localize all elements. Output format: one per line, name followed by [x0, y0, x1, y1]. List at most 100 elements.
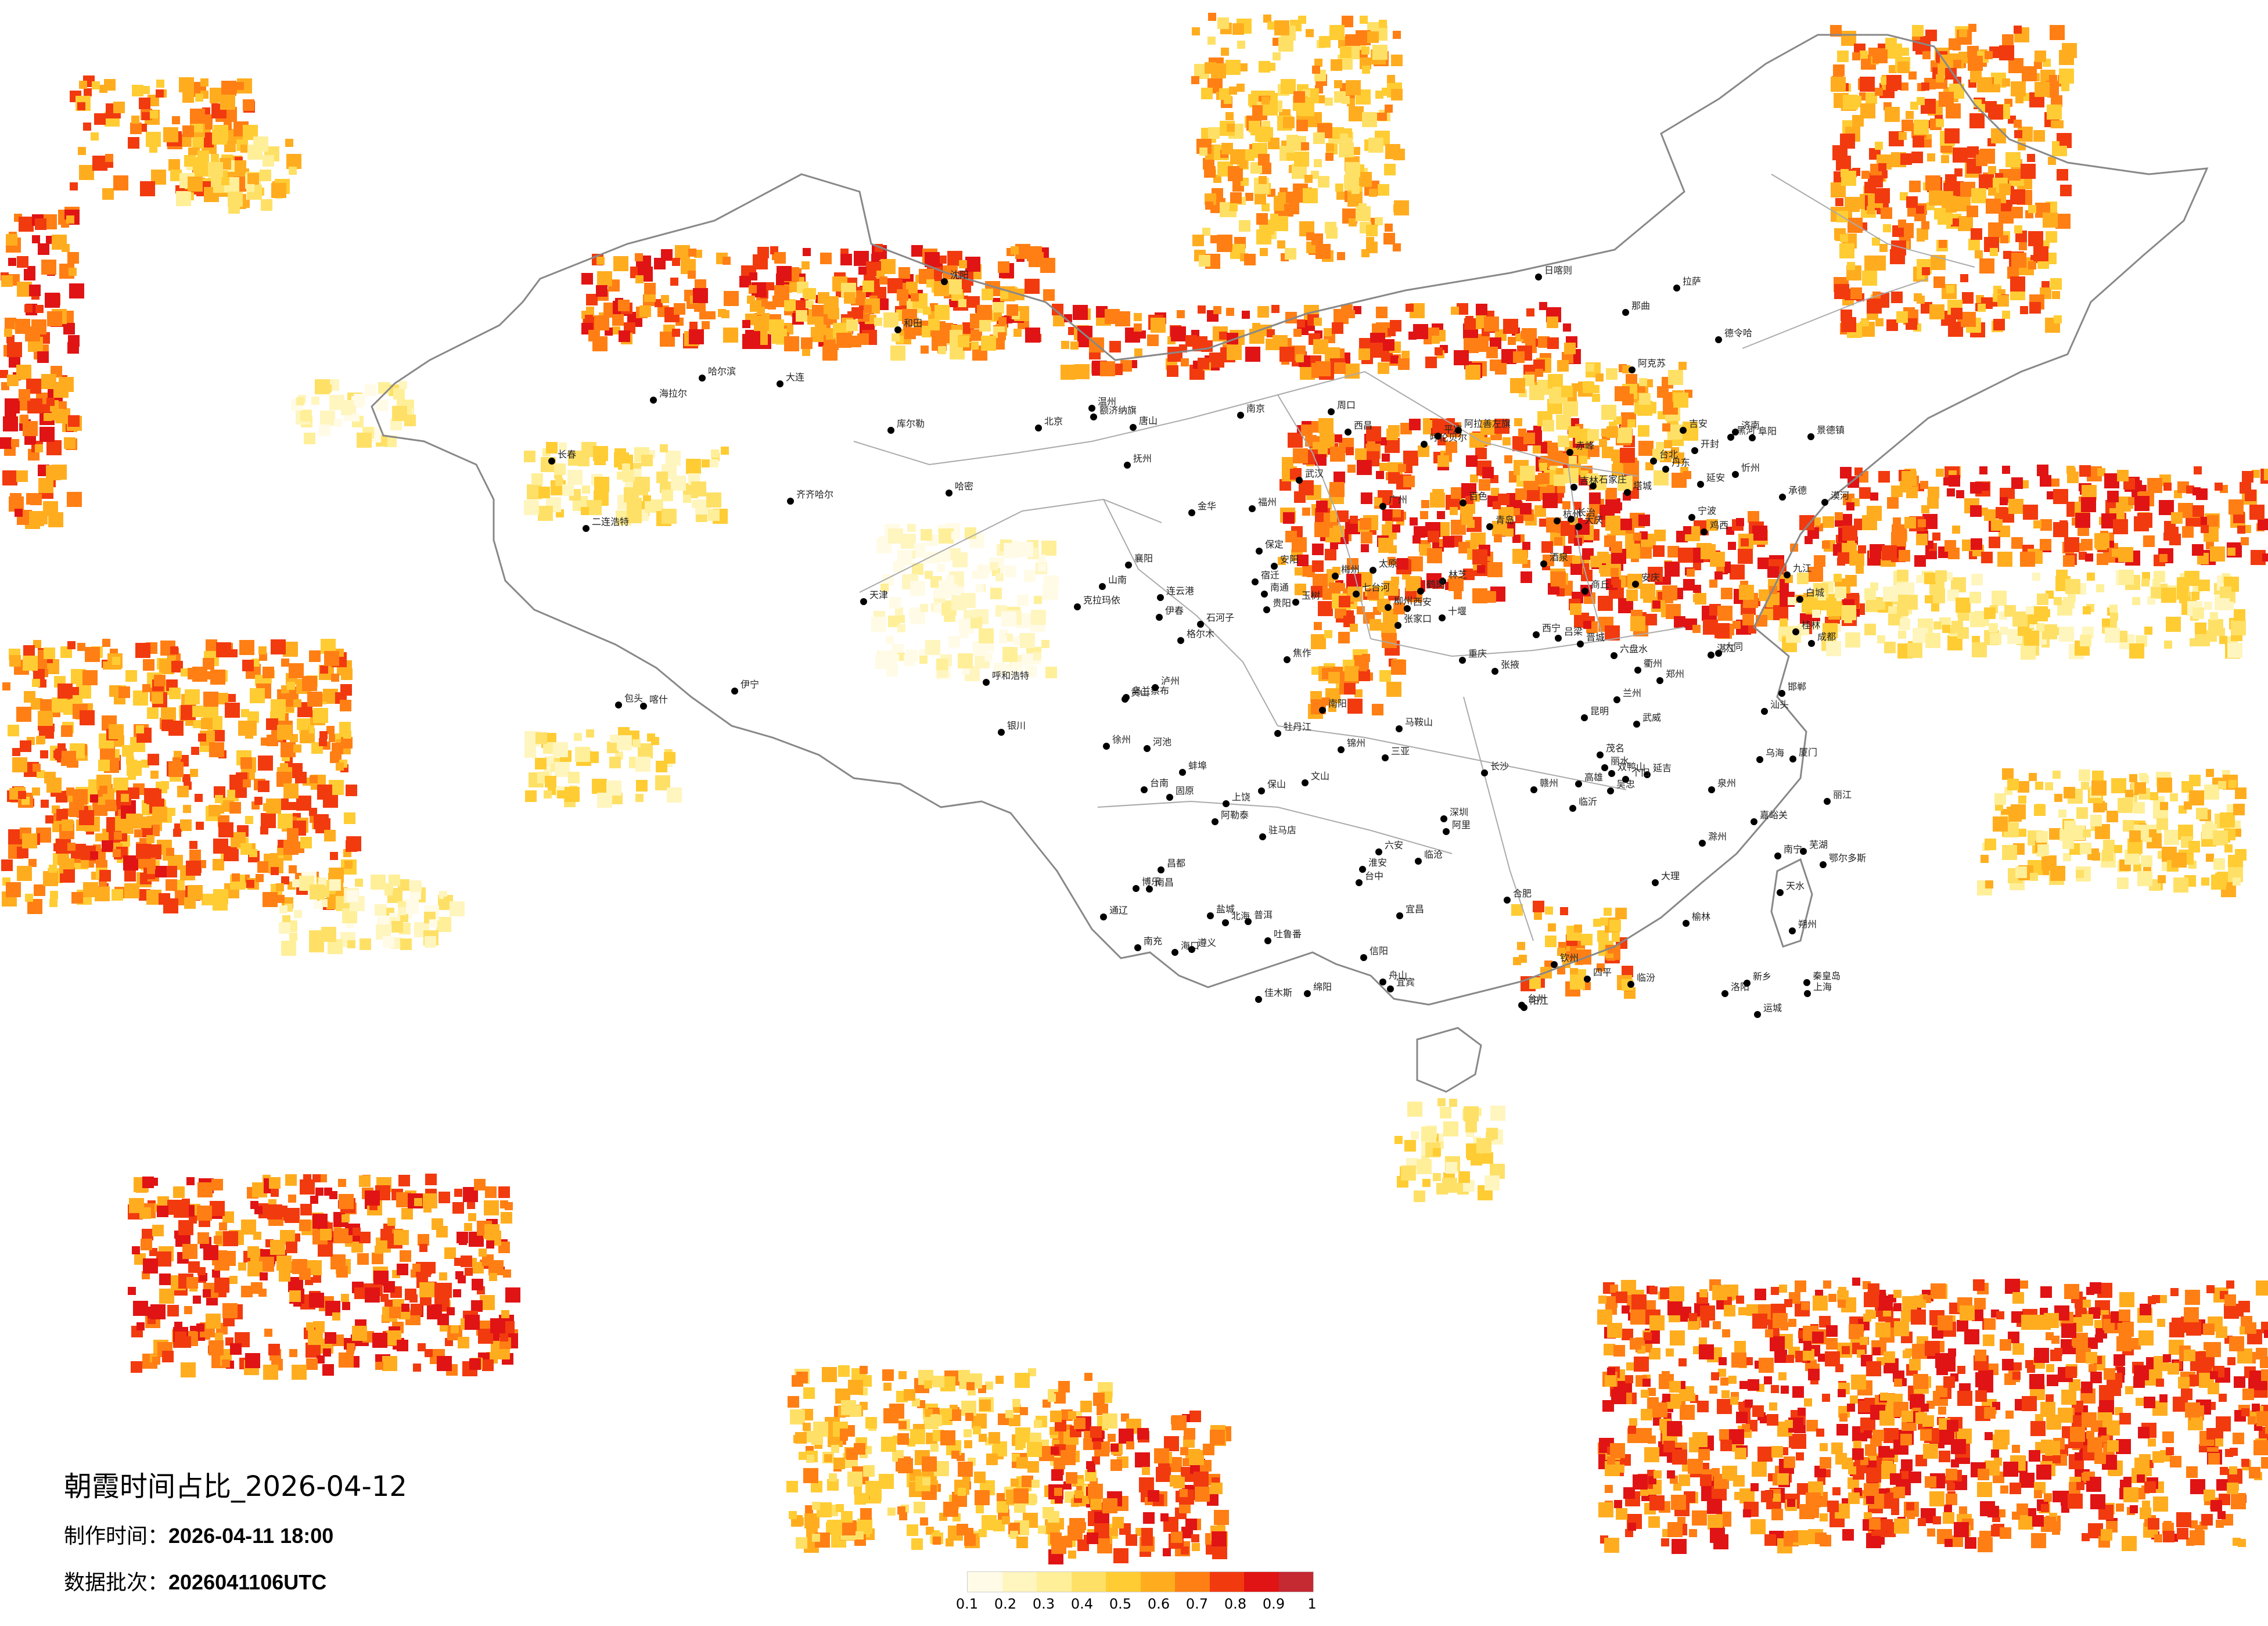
heat-cell: [870, 1490, 882, 1501]
heat-cell: [672, 258, 680, 266]
heat-cell: [4, 329, 12, 337]
heat-cell: [189, 850, 201, 861]
heat-cell: [287, 828, 299, 840]
heat-cell: [1981, 483, 1989, 491]
heat-cell: [1163, 1548, 1171, 1556]
heat-cell: [1134, 348, 1142, 357]
heat-cell: [152, 692, 163, 704]
heat-cell: [922, 1477, 930, 1485]
heat-cell: [1088, 1484, 1103, 1499]
heat-cell: [862, 280, 874, 292]
heat-cell: [310, 775, 318, 783]
heat-cell: [805, 1505, 813, 1513]
heat-cell: [2147, 478, 2162, 493]
heat-cell: [2033, 520, 2041, 528]
heat-cell: [140, 181, 155, 196]
heat-cell: [1417, 328, 1425, 336]
heat-cell: [2068, 467, 2076, 476]
heat-cell: [2000, 497, 2008, 505]
heat-cell: [501, 1212, 512, 1224]
heat-cell: [1601, 405, 1616, 420]
heat-cell: [2081, 497, 2096, 512]
heat-cell: [313, 708, 328, 723]
heat-cell: [15, 509, 23, 517]
heat-cell: [1781, 1386, 1789, 1394]
heat-cell: [136, 844, 151, 859]
heat-cell: [1862, 515, 1877, 530]
heat-cell: [2002, 466, 2010, 474]
heat-cell: [1969, 592, 1981, 603]
heat-cell: [1883, 587, 1898, 602]
heat-cell: [938, 346, 946, 354]
heat-cell: [1878, 163, 1886, 171]
heat-cell: [1599, 439, 1607, 447]
heat-cell: [393, 388, 405, 400]
heat-cell: [213, 730, 225, 742]
heat-cell: [840, 1429, 848, 1437]
heat-cell: [1820, 1457, 1831, 1469]
heat-cell: [212, 1269, 220, 1278]
heat-cell: [1211, 63, 1226, 78]
heat-cell: [1061, 1450, 1076, 1465]
heat-cell: [1724, 1305, 1735, 1316]
heat-cell: [276, 883, 284, 891]
heat-cell: [10, 493, 21, 505]
heat-cell: [1970, 71, 1982, 82]
heat-cell: [7, 342, 22, 357]
heat-cell: [133, 1301, 148, 1316]
heat-cell: [1835, 587, 1846, 598]
heat-cell: [1908, 71, 1917, 80]
heat-cell: [1407, 1102, 1422, 1117]
heat-cell: [1600, 569, 1608, 577]
heat-cell: [309, 1293, 324, 1308]
heat-cell: [33, 669, 45, 681]
heat-cell: [1814, 555, 1825, 567]
heat-cell: [1936, 74, 1944, 82]
heat-cell: [1486, 1128, 1498, 1139]
heat-cell: [1331, 59, 1342, 71]
heat-cell: [1629, 1418, 1637, 1426]
heat-cell: [886, 636, 894, 644]
heat-cell: [1180, 1489, 1188, 1497]
heat-cell: [1025, 279, 1040, 294]
heat-cell: [2241, 537, 2249, 545]
heat-cell: [1739, 585, 1754, 600]
heat-cell: [270, 1240, 285, 1255]
heat-cell: [2050, 25, 2065, 40]
heat-cell: [1657, 386, 1669, 398]
heat-cell: [672, 329, 680, 337]
heat-cell: [1910, 102, 1918, 110]
heat-cell: [921, 529, 932, 541]
heat-cell: [1148, 1490, 1159, 1502]
heat-cell: [18, 791, 26, 799]
heat-cell: [1204, 166, 1216, 178]
heat-cell: [939, 580, 954, 595]
heat-cell: [1471, 1154, 1482, 1165]
heat-cell: [344, 812, 355, 824]
heat-cell: [655, 299, 663, 307]
heat-cell: [1102, 1498, 1117, 1513]
heat-cell: [774, 252, 786, 264]
heat-cell: [1820, 1443, 1828, 1451]
heat-cell: [1520, 503, 1532, 515]
heat-cell: [452, 1202, 464, 1214]
heat-cell: [216, 642, 231, 657]
heat-cell: [1362, 66, 1370, 74]
heat-cell: [1689, 1529, 1697, 1537]
heat-cell: [971, 329, 982, 341]
heat-cell: [1227, 124, 1235, 132]
heat-cell: [0, 437, 12, 449]
heat-cell: [1110, 1444, 1119, 1452]
heat-cell: [41, 260, 56, 275]
heat-cell: [2059, 627, 2074, 642]
heat-cell: [189, 841, 197, 849]
heat-cell: [263, 1365, 278, 1380]
heat-cell: [471, 1300, 483, 1312]
heat-cell: [505, 1287, 520, 1303]
heat-cell: [170, 170, 182, 181]
heat-cell: [662, 509, 677, 524]
heat-cell: [1953, 148, 1968, 163]
heat-cell: [772, 296, 784, 307]
heat-cell: [213, 859, 224, 870]
heat-cell: [1924, 139, 1932, 148]
